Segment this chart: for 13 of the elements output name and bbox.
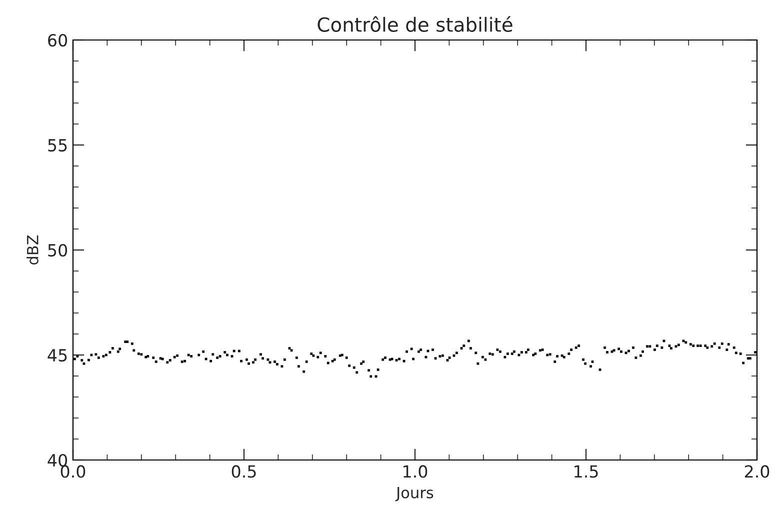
y-axis-title: dBZ	[26, 235, 38, 264]
x-axis-title: Jours	[395, 487, 434, 502]
x-tick-label: 0.5	[232, 465, 256, 478]
x-tick-label: 0.0	[60, 465, 86, 478]
y-tick-label: 45	[48, 349, 67, 362]
y-tick-label: 60	[48, 34, 68, 47]
y-tick-label: 50	[48, 244, 68, 257]
x-tick-label: 2.0	[744, 465, 770, 478]
y-tick-label: 40	[48, 454, 68, 467]
y-tick-label: 55	[48, 139, 67, 152]
x-tick-label: 1.0	[404, 465, 428, 478]
chart-title: Contrôle de stabilité	[318, 16, 512, 32]
x-tick-label: 1.5	[574, 465, 598, 478]
